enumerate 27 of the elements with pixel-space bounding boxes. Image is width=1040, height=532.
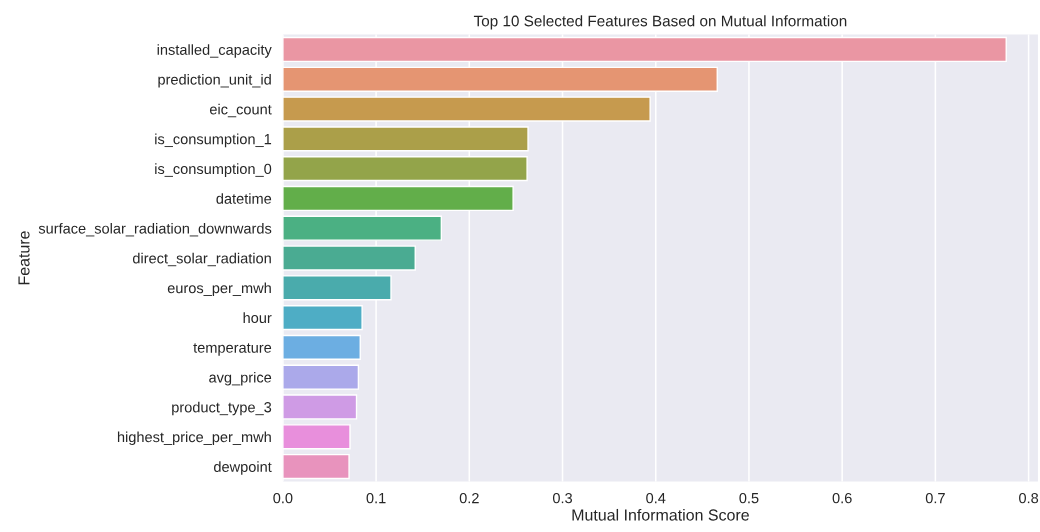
y-tick-label: direct_solar_radiation [132,252,271,267]
x-tick-label: 0.2 [459,492,479,504]
y-tick-label: hour [243,312,272,324]
x-tick-label: 0.1 [366,492,386,504]
x-axis-title: Mutual Information Score [572,508,749,521]
y-tick-label: temperature [193,343,272,356]
chart-title: Top 10 Selected Features Based on Mutual Information [473,15,847,30]
y-tick-label: prediction_unit_id [158,73,271,88]
x-tick-label: 0.6 [832,492,852,504]
y-tick-label: dewpoint [214,461,272,475]
y-tick-label: euros_per_mwh [167,282,271,297]
x-tick-label: 0.8 [1019,492,1039,504]
x-tick-label: 0.7 [925,492,945,504]
x-tick-label: 0.5 [739,492,759,504]
y-tick-label: installed_capacity [157,44,272,58]
y-tick-label: eic_count [209,103,272,118]
y-tick-label: highest_price_per_mwh [117,431,271,446]
y-tick-label: avg_price [209,371,272,386]
x-tick-label: 0.3 [552,492,573,504]
y-tick-label: product_type_3 [172,401,272,416]
y-axis-title: Feature [18,231,30,285]
y-tick-label: is_consumption_1 [155,133,272,148]
x-tick-label: 0.4 [646,492,666,504]
y-tick-label: is_consumption_0 [155,163,272,177]
x-tick-label: 0.0 [273,492,293,504]
y-tick-label: datetime [216,193,272,204]
y-tick-label: surface_solar_radiation_downwards [38,222,272,237]
